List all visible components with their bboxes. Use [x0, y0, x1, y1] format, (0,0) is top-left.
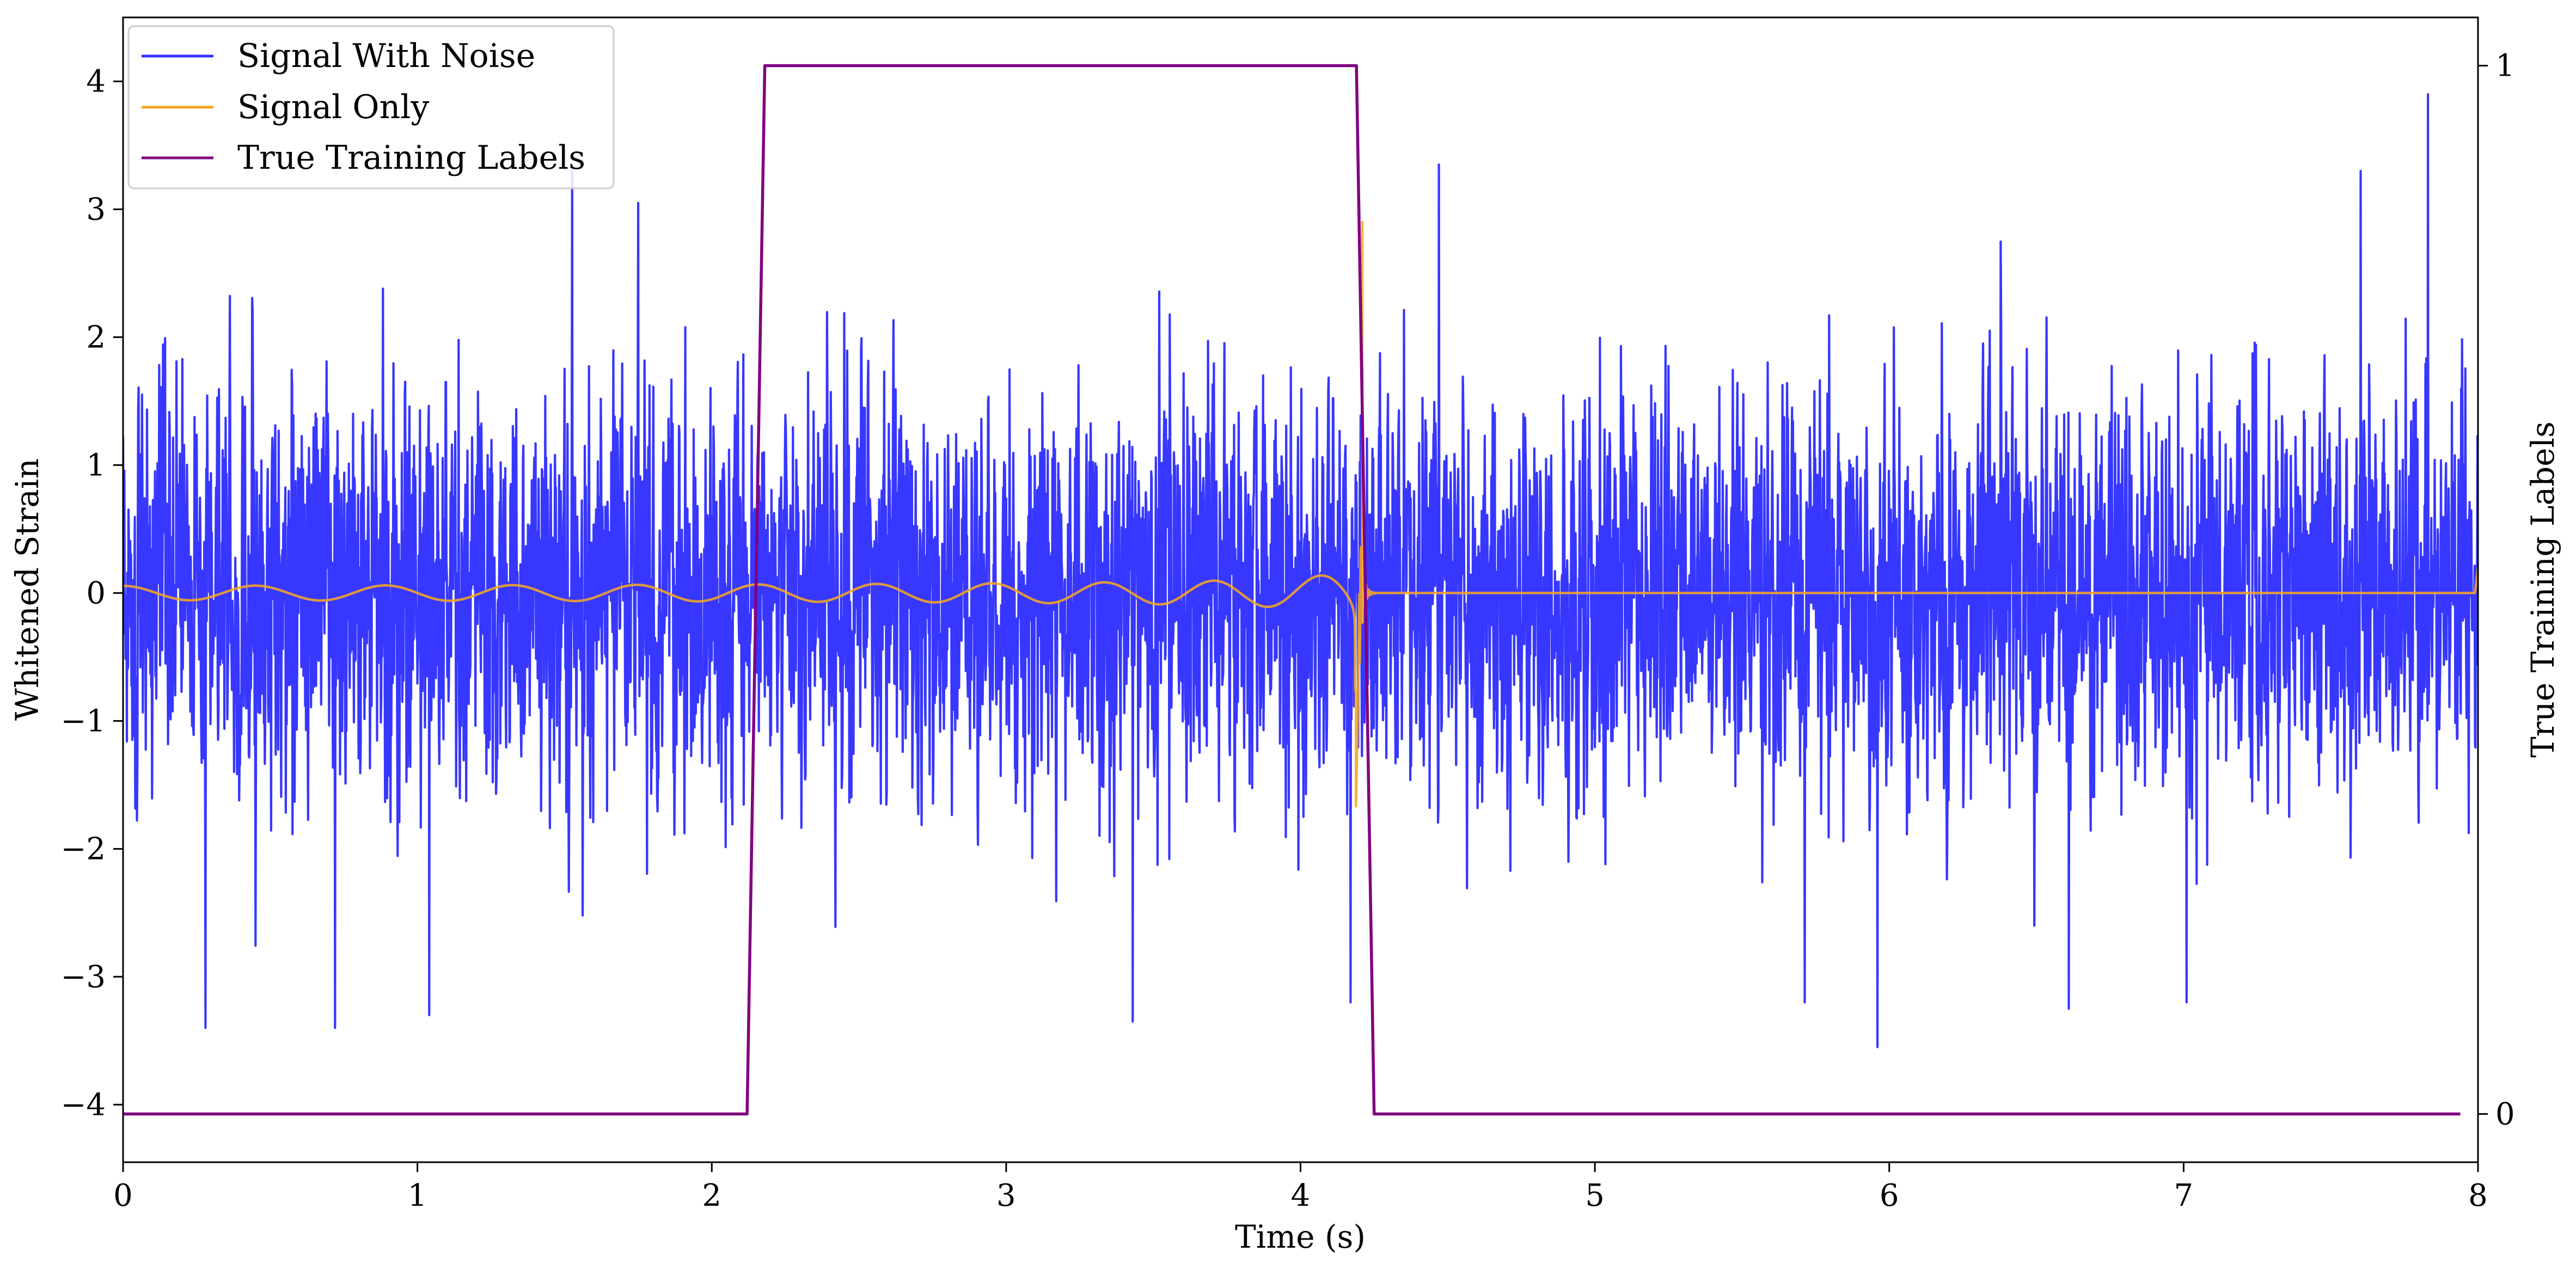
legend: Signal With Noise Signal Only True Train… — [127, 25, 615, 189]
x-tick-label: 0 — [113, 1178, 133, 1213]
true-training-labels-line — [123, 64, 2461, 1116]
x-tick-label: 3 — [996, 1178, 1016, 1213]
series-signal-with-noise — [123, 93, 2478, 1048]
signal-with-noise-line — [123, 93, 2478, 1048]
legend-box — [127, 25, 615, 189]
y-axis-right: 01 — [2478, 48, 2515, 1132]
series-true-training-labels — [123, 64, 2461, 1116]
y-axis-right-title: True Training Labels — [2524, 421, 2561, 758]
y-tick-label: −4 — [60, 1087, 106, 1122]
y-tick-label: 0 — [86, 575, 106, 611]
y-tick-label: −2 — [60, 831, 106, 867]
legend-label-true-training-labels: True Training Labels — [237, 139, 585, 177]
x-tick-label: 1 — [408, 1178, 427, 1213]
x-axis-title: Time (s) — [1235, 1218, 1366, 1255]
plot-area — [123, 64, 2478, 1116]
x-tick-label: 5 — [1585, 1178, 1605, 1213]
y-tick-label: −1 — [60, 703, 106, 739]
y-tick-label: −3 — [60, 959, 106, 995]
series-signal-only — [123, 220, 2478, 808]
y-axis-left: −4 −3 −2 −1 0 1 2 3 4 — [60, 64, 123, 1122]
x-tick-label: 4 — [1291, 1178, 1311, 1213]
y-right-tick-label: 1 — [2495, 48, 2515, 84]
y-tick-label: 4 — [86, 64, 106, 99]
y-tick-label: 3 — [86, 192, 106, 227]
y-axis-title: Whitened Strain — [9, 458, 46, 721]
x-tick-label: 8 — [2468, 1178, 2488, 1213]
x-tick-label: 6 — [1880, 1178, 1899, 1213]
y-tick-label: 2 — [86, 320, 106, 355]
x-tick-label: 7 — [2174, 1178, 2194, 1213]
signal-only-line — [123, 220, 2478, 808]
legend-label-signal-with-noise: Signal With Noise — [237, 37, 535, 75]
x-tick-label: 2 — [702, 1178, 721, 1213]
x-axis: 0 1 2 3 4 5 6 7 8 — [113, 1162, 2488, 1213]
legend-label-signal-only: Signal Only — [237, 88, 429, 126]
y-right-tick-label: 0 — [2495, 1096, 2515, 1132]
y-tick-label: 1 — [86, 447, 106, 483]
